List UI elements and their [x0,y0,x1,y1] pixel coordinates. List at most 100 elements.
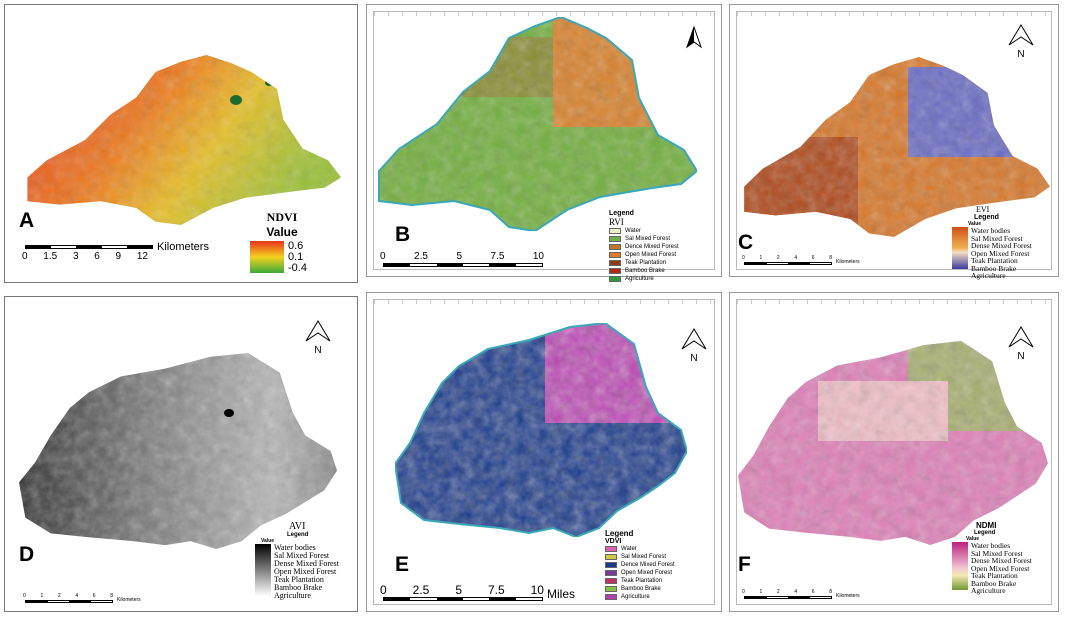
legend-item-label: Sal Mixed Forest [971,548,1023,558]
panel-a: A NDVI Value 0.6 0.1 -0.4 0 1.5 3 6 9 12… [4,4,358,283]
legend-item-label: Open Mixed Forest [621,570,673,576]
legend-item-label: Sal Mixed Forest [625,236,671,242]
legend-item-label: Bamboo Brake [621,586,661,592]
legend-swatch [605,578,617,584]
legend-item: Water [609,227,679,235]
legend-swatch [605,546,617,552]
legend-heading: Legend [974,530,996,536]
legend-item-label: Sal Mixed Forest [971,233,1023,243]
svg-text:N: N [314,345,321,355]
panel-e: N Legend VDVI Water Sal Mixed Forest Dence… [366,292,722,612]
legend-heading: Legend [287,532,309,538]
evi-legend: EVI Legend Value Water bodies Sal Mixed F… [952,205,1052,279]
legend-swatch [605,586,617,592]
evi-color-ramp [952,227,968,269]
north-arrow-icon: N [679,327,709,364]
legend-item-label: Teak Plantation [625,260,667,266]
legend-subtitle: Value [261,538,275,544]
legend-item-label: Sal Mixed Forest [274,551,330,560]
north-arrow-icon [679,25,709,61]
ndvi-color-ramp [250,241,284,273]
legend-swatch [609,268,621,274]
legend-item: Agriculture [605,593,675,601]
legend-title: NDMI [976,521,997,530]
legend-swatch [609,276,621,282]
legend-swatch [609,244,621,250]
legend-item: Open Mixed Forest [609,251,679,259]
legend-title: AVI [289,521,306,532]
scale-ticks: 0 1 2 4 6 8 [742,589,832,595]
scale-bar-graphic [744,596,832,599]
legend-item-label: Bamboo Brake [274,583,323,592]
rvi-map [378,17,697,231]
legend-classes: Water bodies Sal Mixed Forest Dense Mixed … [274,543,339,600]
legend-swatch [605,570,617,576]
legend-item-label: Dence Mixed Forest [621,562,675,568]
vdvi-legend: Legend VDVI Water Sal Mixed Forest Dence M… [605,529,675,601]
panel-c: N EVI Legend Value Water bodies Sal Mixed… [729,4,1059,279]
svg-text:N: N [1017,49,1024,59]
legend-item-label: Dense Mixed Forest [971,241,1032,250]
legend-item: Sal Mixed Forest [609,235,679,243]
legend-title: NDVI [266,210,298,224]
legend-item-label: Open Mixed Forest [274,567,337,576]
avi-map [19,353,337,549]
legend-item-label: Teak Plantation [971,256,1018,265]
scale-bar-graphic [744,262,832,265]
legend-subtitle: Value [966,536,980,542]
panel-d: N AVI Legend Value Water bodies Sal Mixed… [4,296,358,612]
legend-item-label: Agriculture [971,271,1006,280]
legend-item: Teak Plantation [609,259,679,267]
legend-item-label: Dence Mixed Forest [625,244,679,250]
legend-item-label: Sal Mixed Forest [621,554,667,560]
scale-ticks: 0 1 2 4 6 8 [23,593,113,599]
legend-item-label: Teak Plantation [274,575,324,584]
legend-item-label: Teak Plantation [621,578,663,584]
legend-item-label: Bamboo Brake [625,268,665,274]
scale-ticks: 0 1 2 4 6 8 [742,255,832,261]
legend-classes: Water bodies Sal Mixed Forest Dense Mixed … [971,542,1032,594]
legend-swatch [609,228,621,234]
ndmi-color-ramp [952,542,968,590]
legend-subtitle: Value [968,221,982,227]
ndmi-legend: NDMI Legend Value Water bodies Sal Mixed … [952,521,1056,594]
scale-ticks: 0 2.5 5 7.5 10 [380,583,544,597]
legend-max-value: 0.6 [288,240,304,252]
vdvi-map [395,323,687,537]
legend-item-label: Teak Plantation [971,571,1018,580]
legend-item: Dence Mixed Forest [609,243,679,251]
ndmi-map [738,341,1048,545]
north-arrow-icon: N [1006,23,1036,60]
legend-item-label: Water bodies [274,543,316,552]
legend-title: RVI [609,217,624,227]
legend-swatch [609,236,621,242]
panel-b: Legend RVI Water Sal Mixed Forest Dence Mi… [366,4,722,282]
legend-item: Water [605,545,675,553]
legend-swatch [605,562,617,568]
legend-item-label: Agriculture [971,586,1006,595]
legend-item-label: Dense Mixed Forest [274,559,339,568]
legend-mid-value: 0.1 [288,251,304,263]
scale-unit: Kilometers [117,597,141,603]
legend-heading: Legend [609,210,634,217]
legend-item-label: Bamboo Brake [971,578,1017,588]
legend-item-label: Agriculture [625,276,654,282]
legend-classes: Water Sal Mixed Forest Dence Mixed Forest O… [605,545,675,601]
legend-item: Bamboo Brake [605,585,675,593]
ndvi-map [27,55,341,225]
legend-item: Teak Plantation [605,577,675,585]
panel-label: B [395,223,411,246]
legend-item-label: Open Mixed Forest [971,563,1030,573]
avi-legend: AVI Legend Value Water bodies Sal Mixed F… [255,521,355,600]
scale-unit: Kilometers [836,259,860,265]
legend-item-label: Water [625,228,641,234]
legend-item: Dence Mixed Forest [605,561,675,569]
evi-map [744,57,1050,237]
legend-classes: Water Sal Mixed Forest Dence Mixed Forest O… [609,227,679,283]
legend-swatch [609,252,621,258]
legend-min-value: -0.4 [288,262,307,274]
scale-unit: Kilometers [157,241,209,253]
legend-item-label: Open Mixed Forest [971,248,1030,258]
panel-f: N NDMI Legend Value Water bodies Sal Mixe… [729,292,1059,612]
scale-bar-graphic [25,600,113,603]
